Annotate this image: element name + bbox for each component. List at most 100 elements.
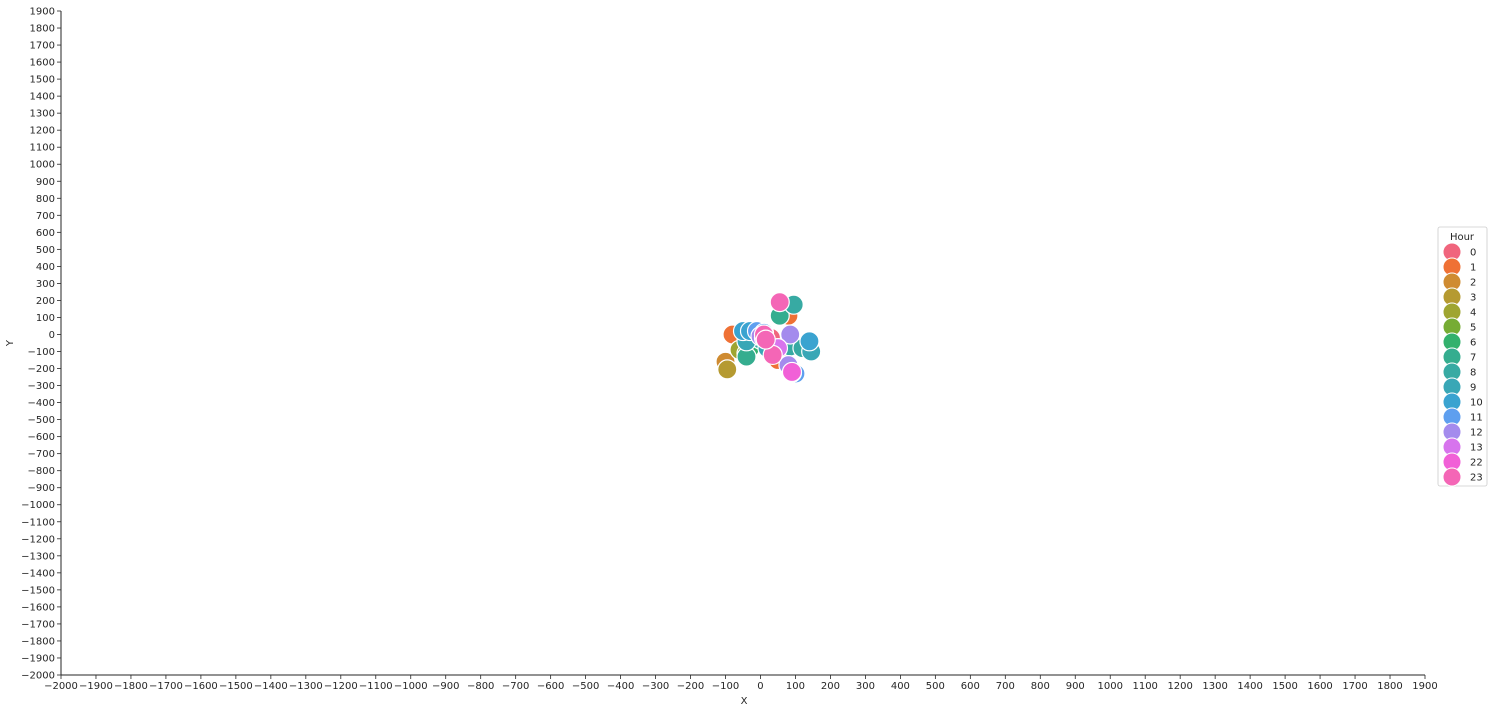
- legend-label-hour-3: 3: [1470, 293, 1476, 304]
- x-tick-label: 1100: [1132, 681, 1157, 692]
- data-point-hour-23: [769, 292, 790, 313]
- y-tick-label: −300: [28, 381, 55, 392]
- x-tick-label: 500: [926, 681, 945, 692]
- x-tick-label: 1800: [1377, 681, 1402, 692]
- x-tick-label: −1500: [219, 681, 253, 692]
- y-tick-label: 700: [36, 211, 55, 222]
- y-tick-label: 1100: [30, 143, 55, 154]
- y-tick-label: −1800: [21, 636, 55, 647]
- y-tick-label: −1300: [21, 551, 55, 562]
- x-tick-label: −800: [467, 681, 494, 692]
- y-axis-label: Y: [5, 339, 16, 347]
- axes: −2000 −1900 −1800 −1700 −1600 −1500 −1400 −1300…: [21, 7, 1438, 693]
- y-tick-label: 1900: [30, 7, 55, 18]
- x-tick-label: 100: [786, 681, 805, 692]
- x-tick-label: −900: [432, 681, 459, 692]
- legend-marker-hour-23: [1442, 467, 1462, 487]
- x-tick-label: 1900: [1412, 681, 1437, 692]
- x-tick-label: 1700: [1342, 681, 1367, 692]
- x-tick-label: 1000: [1098, 681, 1123, 692]
- y-tick-label: −800: [28, 466, 55, 477]
- y-tick-label: −2000: [21, 671, 55, 682]
- x-tick-label: −1700: [149, 681, 183, 692]
- x-tick-label: −200: [677, 681, 704, 692]
- data-points: [715, 292, 822, 384]
- x-tick-label: −500: [572, 681, 599, 692]
- x-tick-label: −1300: [289, 681, 323, 692]
- legend-label-hour-10: 10: [1470, 398, 1483, 409]
- y-tick-label: −1200: [21, 534, 55, 545]
- y-tick-label: 1000: [30, 160, 55, 171]
- data-point-hour-10: [799, 331, 820, 352]
- x-tick-label: 200: [821, 681, 840, 692]
- x-tick-label: 300: [856, 681, 875, 692]
- data-point-hour-22: [781, 361, 803, 383]
- y-tick-label: 200: [36, 296, 55, 307]
- x-tick-label: −1000: [394, 681, 428, 692]
- x-tick-label: −300: [642, 681, 669, 692]
- y-tick-label: 1400: [30, 92, 55, 103]
- y-tick-label: 1800: [30, 24, 55, 35]
- y-tick-label: 600: [36, 228, 55, 239]
- y-tick-label: −1400: [21, 568, 55, 579]
- x-tick-label: −1100: [359, 681, 393, 692]
- x-tick-label: 600: [961, 681, 980, 692]
- legend-title: Hour: [1450, 232, 1475, 243]
- y-tick-label: 300: [36, 279, 55, 290]
- y-tick-label: 800: [36, 194, 55, 205]
- x-tick-label: −100: [712, 681, 739, 692]
- y-tick-label: −1600: [21, 602, 55, 613]
- data-point-hour-3: [717, 359, 738, 380]
- x-tick-label: 1200: [1167, 681, 1192, 692]
- legend-label-hour-6: 6: [1470, 338, 1476, 349]
- legend-label-hour-9: 9: [1470, 383, 1476, 394]
- x-tick-label: 0: [757, 681, 763, 692]
- x-tick-label: 1600: [1307, 681, 1332, 692]
- x-axis-label: X: [741, 696, 748, 707]
- legend-label-hour-11: 11: [1470, 413, 1483, 424]
- y-tick-label: −1900: [21, 653, 55, 664]
- y-tick-label: −700: [28, 449, 55, 460]
- y-tick-label: −100: [28, 347, 55, 358]
- x-tick-label: 1300: [1202, 681, 1227, 692]
- y-tick-label: −400: [28, 398, 55, 409]
- x-tick-label: −700: [502, 681, 529, 692]
- x-tick-label: −1900: [79, 681, 113, 692]
- y-tick-label: −600: [28, 432, 55, 443]
- legend-label-hour-13: 13: [1470, 443, 1483, 454]
- y-tick-label: 900: [36, 177, 55, 188]
- x-tick-label: 700: [996, 681, 1015, 692]
- y-tick-label: −900: [28, 483, 55, 494]
- data-point-hour-12: [780, 324, 801, 345]
- legend-label-hour-8: 8: [1470, 368, 1476, 379]
- y-tick-label: −500: [28, 415, 55, 426]
- x-tick-label: −1600: [184, 681, 218, 692]
- x-tick-label: −2000: [44, 681, 78, 692]
- y-tick-label: 1200: [30, 126, 55, 137]
- x-tick-label: 400: [891, 681, 910, 692]
- y-tick-label: 1300: [30, 109, 55, 120]
- legend-label-hour-5: 5: [1470, 323, 1476, 334]
- y-tick-label: 500: [36, 245, 55, 256]
- x-tick-label: −1800: [114, 681, 148, 692]
- legend-label-hour-4: 4: [1470, 308, 1476, 319]
- y-tick-label: 100: [36, 313, 55, 324]
- x-tick-label: −1200: [324, 681, 358, 692]
- legend-label-hour-23: 23: [1470, 473, 1483, 484]
- x-tick-label: 800: [1031, 681, 1050, 692]
- y-tick-label: 1600: [30, 58, 55, 69]
- legend-label-hour-22: 22: [1470, 458, 1483, 469]
- legend-label-hour-0: 0: [1470, 248, 1476, 259]
- x-tick-label: −1400: [254, 681, 288, 692]
- y-tick-label: −1000: [21, 500, 55, 511]
- y-tick-label: −1100: [21, 517, 55, 528]
- legend-label-hour-1: 1: [1470, 263, 1476, 274]
- legend-label-hour-12: 12: [1470, 428, 1483, 439]
- x-tick-label: 1400: [1237, 681, 1262, 692]
- x-tick-label: −600: [537, 681, 564, 692]
- y-tick-label: 0: [49, 330, 55, 341]
- y-tick-label: −1700: [21, 619, 55, 630]
- x-tick-label: −400: [607, 681, 634, 692]
